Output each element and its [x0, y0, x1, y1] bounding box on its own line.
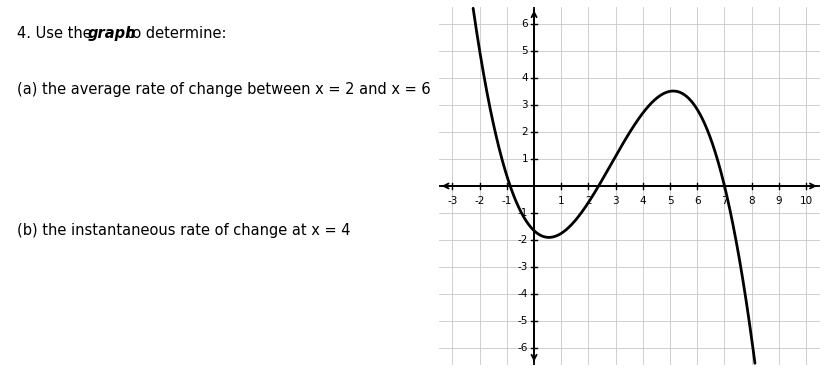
- Text: 9: 9: [775, 196, 782, 206]
- Text: -3: -3: [517, 262, 528, 272]
- Text: 2: 2: [585, 196, 591, 206]
- Text: 3: 3: [521, 100, 528, 110]
- Text: -3: -3: [447, 196, 457, 206]
- Text: 6: 6: [521, 19, 528, 29]
- Text: -6: -6: [517, 343, 528, 353]
- Text: 1: 1: [521, 154, 528, 164]
- Text: -5: -5: [517, 316, 528, 326]
- Text: (b) the instantaneous rate of change at x = 4: (b) the instantaneous rate of change at …: [17, 223, 350, 238]
- Text: 7: 7: [720, 196, 727, 206]
- Text: graph: graph: [88, 26, 136, 41]
- Text: 6: 6: [693, 196, 700, 206]
- Text: to determine:: to determine:: [122, 26, 227, 41]
- Text: (a) the average rate of change between x = 2 and x = 6: (a) the average rate of change between x…: [17, 82, 430, 97]
- Text: 4: 4: [638, 196, 645, 206]
- Text: -1: -1: [517, 208, 528, 218]
- Text: -2: -2: [517, 235, 528, 245]
- Text: 4: 4: [521, 73, 528, 83]
- Text: -2: -2: [474, 196, 485, 206]
- Text: 8: 8: [748, 196, 754, 206]
- Text: 3: 3: [612, 196, 619, 206]
- Text: 4. Use the: 4. Use the: [17, 26, 96, 41]
- Text: -1: -1: [501, 196, 511, 206]
- Text: 5: 5: [521, 46, 528, 56]
- Text: 5: 5: [666, 196, 672, 206]
- Text: -4: -4: [517, 289, 528, 299]
- Text: 1: 1: [557, 196, 564, 206]
- Text: 10: 10: [799, 196, 811, 206]
- Text: 2: 2: [521, 127, 528, 137]
